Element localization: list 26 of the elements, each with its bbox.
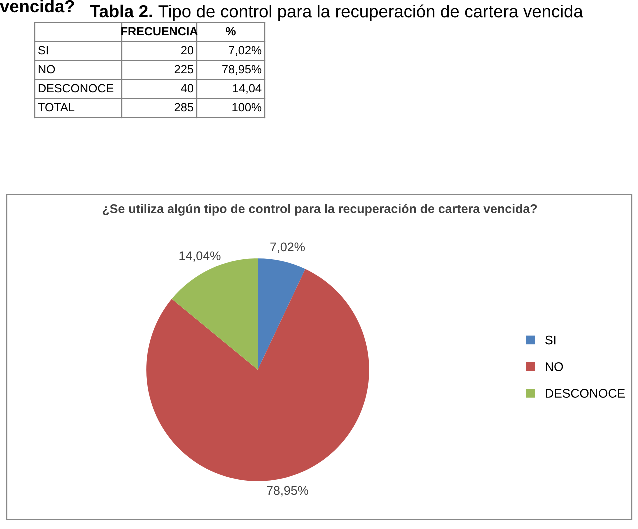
text: 225 — [174, 65, 194, 74]
text: 40 — [181, 84, 194, 93]
legend-label: SI — [546, 336, 556, 345]
legend-label: DESCONOCE — [546, 389, 626, 398]
pie-slice — [146, 269, 370, 482]
pie-slice — [258, 258, 306, 370]
text: 20 — [181, 46, 194, 55]
text: 100% — [232, 103, 262, 112]
text: 285 — [174, 103, 194, 112]
text: vencida? — [0, 0, 74, 13]
text: SI — [38, 46, 48, 55]
text: 14,04 — [233, 84, 262, 94]
text: FRECUENCIA — [122, 27, 198, 36]
chart-title: ¿Se utiliza algún tipo de control para la recuperación de cartera vencida? — [102, 204, 538, 216]
text: 7,02% — [229, 46, 262, 56]
text: Tabla 2. — [90, 4, 152, 18]
data-label: 7,02% — [270, 242, 306, 254]
text: % — [226, 27, 236, 36]
data-label: 14,04% — [180, 252, 221, 262]
text: 78,95% — [222, 65, 262, 76]
text: NO — [38, 65, 56, 74]
text: TOTAL — [38, 103, 75, 112]
text: DESCONOCE — [38, 84, 114, 93]
text: Tipo de control para la recuperación de cartera vencida — [158, 4, 584, 22]
legend-label: NO — [546, 362, 564, 372]
data-label: 78,95% — [267, 486, 308, 497]
